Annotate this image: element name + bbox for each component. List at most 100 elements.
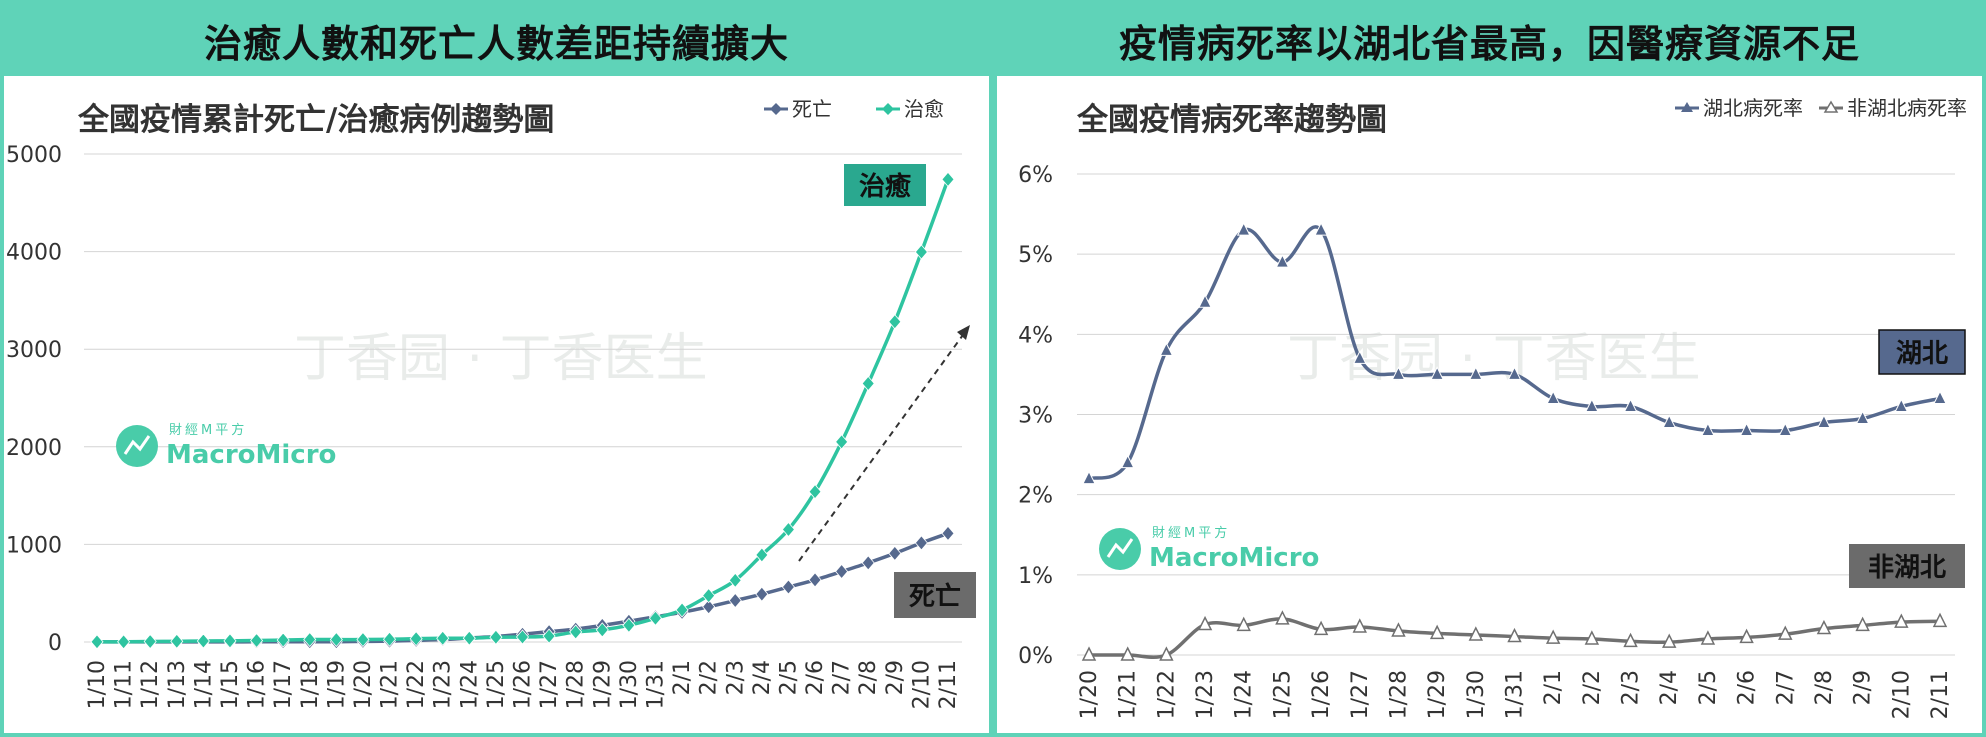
right-panel: 疫情病死率以湖北省最高，因醫療資源不足 丁香园 · 丁香医生 全國疫情病死率趨勢… bbox=[993, 0, 1986, 737]
x-tick-label: 1/31 bbox=[643, 660, 668, 709]
data-point bbox=[1817, 414, 1831, 429]
data-point bbox=[1932, 612, 1948, 628]
data-point bbox=[1082, 470, 1096, 485]
x-tick-label: 2/8 bbox=[856, 660, 881, 695]
y-tick-label: 4% bbox=[1018, 323, 1053, 348]
x-tick-label: 1/16 bbox=[245, 660, 270, 709]
cure-label-box: 治癒 bbox=[844, 164, 926, 206]
x-tick-label: 1/30 bbox=[617, 660, 642, 709]
y-tick-label: 2% bbox=[1018, 484, 1053, 509]
data-point bbox=[1778, 422, 1793, 437]
x-tick-label: 2/4 bbox=[750, 660, 775, 695]
data-point bbox=[941, 171, 955, 187]
data-point bbox=[1275, 254, 1290, 268]
x-tick-label: 1/14 bbox=[191, 660, 216, 709]
data-point bbox=[1816, 619, 1832, 635]
left-panel: 治癒人數和死亡人數差距持續擴大 丁香园 · 丁香医生 全國疫情累計死亡/治癒病例… bbox=[0, 0, 993, 737]
x-tick-label: 1/25 bbox=[484, 660, 509, 709]
x-tick-label: 1/27 bbox=[537, 660, 562, 709]
cure-label-text: 治癒 bbox=[859, 171, 911, 202]
left-y-axis: 0 1000 2000 3000 4000 5000 bbox=[6, 143, 62, 656]
x-tick-label: 1/20 bbox=[351, 660, 376, 709]
data-point bbox=[1584, 630, 1600, 645]
data-point bbox=[781, 521, 795, 538]
data-point bbox=[1894, 398, 1909, 412]
data-point bbox=[1469, 366, 1483, 380]
data-point bbox=[648, 610, 662, 626]
x-tick-label: 2/6 bbox=[1735, 670, 1760, 705]
data-point bbox=[702, 588, 716, 604]
data-point bbox=[808, 572, 822, 588]
legend-cure-marker bbox=[882, 103, 894, 115]
data-point bbox=[170, 633, 184, 649]
data-point bbox=[781, 579, 795, 595]
x-tick-label: 1/12 bbox=[138, 660, 163, 709]
x-tick-label: 1/18 bbox=[298, 660, 323, 709]
x-tick-label: 1/13 bbox=[165, 660, 190, 709]
left-chart: 丁香园 · 丁香医生 全國疫情累計死亡/治癒病例趨勢圖 死亡 治愈 0 1000 2… bbox=[6, 97, 976, 709]
x-tick-label: 2/5 bbox=[776, 660, 801, 695]
nonhubei-label-text: 非湖北 bbox=[1868, 553, 1946, 583]
y-tick-label: 5000 bbox=[6, 143, 62, 168]
x-tick-label: 1/23 bbox=[1193, 670, 1218, 719]
data-point bbox=[1855, 616, 1870, 632]
data-point bbox=[1275, 610, 1290, 625]
right-gridlines bbox=[1077, 173, 1955, 656]
data-point bbox=[1662, 414, 1677, 429]
svg-text:MacroMicro: MacroMicro bbox=[1149, 543, 1319, 573]
x-tick-label: 1/21 bbox=[1116, 670, 1141, 719]
data-point bbox=[489, 629, 503, 645]
right-panel-header: 疫情病死率以湖北省最高，因醫療資源不足 bbox=[997, 4, 1982, 76]
x-tick-label: 2/8 bbox=[1812, 670, 1837, 705]
data-point bbox=[1429, 624, 1445, 640]
data-point bbox=[356, 631, 370, 648]
x-tick-label: 2/1 bbox=[1541, 670, 1566, 705]
data-point bbox=[675, 602, 689, 618]
x-tick-label: 1/24 bbox=[457, 660, 482, 709]
right-ghost-watermark: 丁香园 · 丁香医生 bbox=[1287, 329, 1701, 389]
left-series bbox=[90, 171, 955, 650]
legend-cure-label: 治愈 bbox=[904, 97, 944, 121]
data-point bbox=[1352, 350, 1367, 364]
x-tick-label: 1/19 bbox=[324, 660, 349, 709]
legend-death-marker bbox=[770, 103, 782, 115]
data-point bbox=[1081, 646, 1097, 661]
data-point bbox=[90, 634, 104, 650]
x-tick-label: 1/10 bbox=[85, 660, 110, 709]
y-tick-label: 2000 bbox=[6, 436, 62, 461]
data-point bbox=[1545, 629, 1561, 644]
data-point bbox=[303, 631, 317, 648]
data-point bbox=[462, 630, 476, 646]
data-point bbox=[1198, 294, 1212, 308]
x-tick-label: 1/27 bbox=[1348, 670, 1373, 719]
data-point bbox=[1662, 633, 1677, 648]
data-point bbox=[728, 572, 742, 588]
x-tick-label: 2/11 bbox=[1928, 670, 1953, 719]
data-point bbox=[1623, 632, 1638, 648]
data-point bbox=[1933, 390, 1947, 404]
right-y-axis: 0% 1% 2% 3% 4% 5% 6% bbox=[1018, 163, 1053, 669]
data-point bbox=[1739, 628, 1754, 644]
right-chart: 丁香园 · 丁香医生 全國疫情病死率趨勢圖 湖北病死率 非湖北病死率 0% 1% 2… bbox=[1018, 96, 1967, 719]
x-tick-label: 1/11 bbox=[112, 660, 137, 709]
data-point bbox=[383, 631, 397, 647]
hubei-label-text: 湖北 bbox=[1896, 339, 1948, 369]
x-tick-label: 1/15 bbox=[218, 660, 243, 709]
y-tick-label: 1000 bbox=[6, 533, 62, 558]
x-tick-label: 1/29 bbox=[590, 660, 615, 709]
data-point bbox=[196, 633, 210, 649]
data-point bbox=[1468, 626, 1484, 641]
left-panel-header: 治癒人數和死亡人數差距持續擴大 bbox=[4, 4, 989, 76]
legend-hubei-label: 湖北病死率 bbox=[1703, 96, 1803, 120]
data-point bbox=[409, 631, 423, 647]
data-point bbox=[1159, 646, 1174, 661]
x-tick-label: 1/17 bbox=[271, 660, 296, 709]
x-tick-label: 2/2 bbox=[1580, 670, 1605, 705]
right-x-axis: 1/20 1/21 1/22 1/23 1/24 1/25 1/26 1/27 1/28 1/29… bbox=[1077, 670, 1953, 719]
data-point bbox=[436, 630, 450, 646]
data-point bbox=[861, 375, 875, 392]
data-point bbox=[542, 628, 556, 644]
trend-arrow-line bbox=[798, 327, 969, 562]
data-point bbox=[1701, 422, 1715, 437]
x-tick-label: 1/22 bbox=[1154, 670, 1179, 719]
